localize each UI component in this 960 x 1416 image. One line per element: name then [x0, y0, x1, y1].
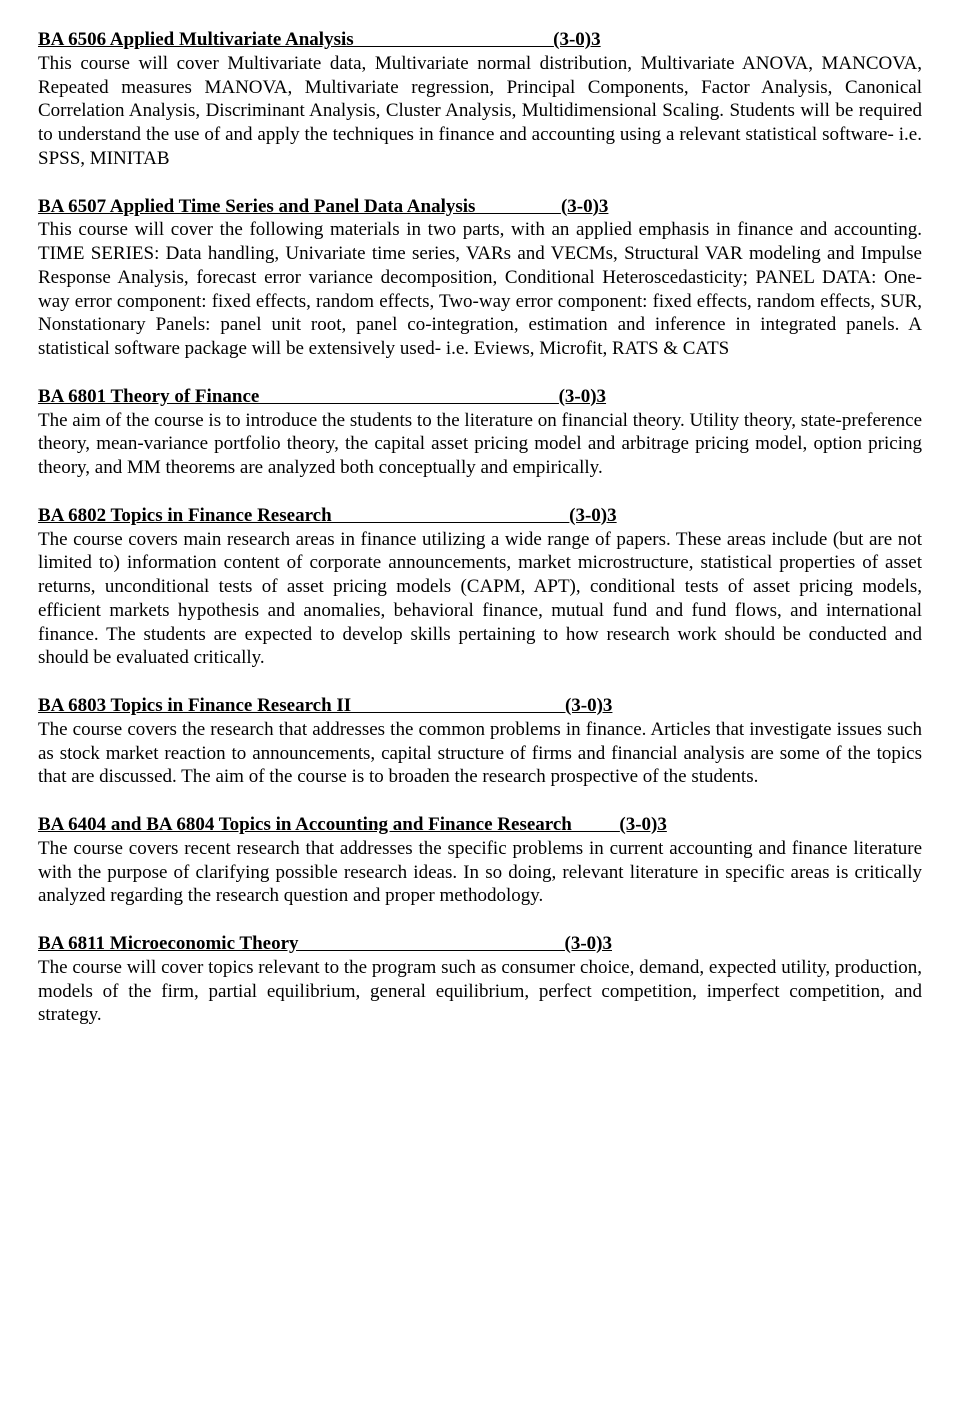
course-credits: (3-0)3 [561, 195, 608, 219]
course-description: The course covers main research areas in… [38, 528, 922, 671]
course-block: BA 6801 Theory of Finance (3-0)3 The aim… [38, 385, 922, 480]
course-heading: BA 6506 Applied Multivariate Analysis (3… [38, 28, 922, 52]
course-credits: (3-0)3 [559, 385, 606, 409]
course-block: BA 6506 Applied Multivariate Analysis (3… [38, 28, 922, 171]
course-description: This course will cover the following mat… [38, 218, 922, 361]
course-heading: BA 6802 Topics in Finance Research (3-0)… [38, 504, 922, 528]
course-description: The course covers the research that addr… [38, 718, 922, 789]
course-title: BA 6506 Applied Multivariate Analysis [38, 28, 553, 52]
course-description: The course covers recent research that a… [38, 837, 922, 908]
course-credits: (3-0)3 [565, 694, 612, 718]
course-heading: BA 6507 Applied Time Series and Panel Da… [38, 195, 922, 219]
course-title: BA 6802 Topics in Finance Research [38, 504, 569, 528]
course-heading: BA 6801 Theory of Finance (3-0)3 [38, 385, 922, 409]
course-block: BA 6802 Topics in Finance Research (3-0)… [38, 504, 922, 670]
course-credits: (3-0)3 [553, 28, 600, 52]
course-block: BA 6803 Topics in Finance Research II (3… [38, 694, 922, 789]
course-heading: BA 6404 and BA 6804 Topics in Accounting… [38, 813, 922, 837]
course-description: This course will cover Multivariate data… [38, 52, 922, 171]
course-title: BA 6404 and BA 6804 Topics in Accounting… [38, 813, 619, 837]
course-credits: (3-0)3 [565, 932, 612, 956]
course-credits: (3-0)3 [619, 813, 666, 837]
course-title: BA 6803 Topics in Finance Research II [38, 694, 565, 718]
course-title: BA 6811 Microeconomic Theory [38, 932, 565, 956]
course-block: BA 6811 Microeconomic Theory (3-0)3 The … [38, 932, 922, 1027]
course-list: BA 6506 Applied Multivariate Analysis (3… [38, 28, 922, 1027]
course-title: BA 6507 Applied Time Series and Panel Da… [38, 195, 561, 219]
course-heading: BA 6811 Microeconomic Theory (3-0)3 [38, 932, 922, 956]
course-block: BA 6404 and BA 6804 Topics in Accounting… [38, 813, 922, 908]
course-credits: (3-0)3 [569, 504, 616, 528]
course-description: The aim of the course is to introduce th… [38, 409, 922, 480]
course-title: BA 6801 Theory of Finance [38, 385, 559, 409]
course-description: The course will cover topics relevant to… [38, 956, 922, 1027]
course-block: BA 6507 Applied Time Series and Panel Da… [38, 195, 922, 361]
course-heading: BA 6803 Topics in Finance Research II (3… [38, 694, 922, 718]
